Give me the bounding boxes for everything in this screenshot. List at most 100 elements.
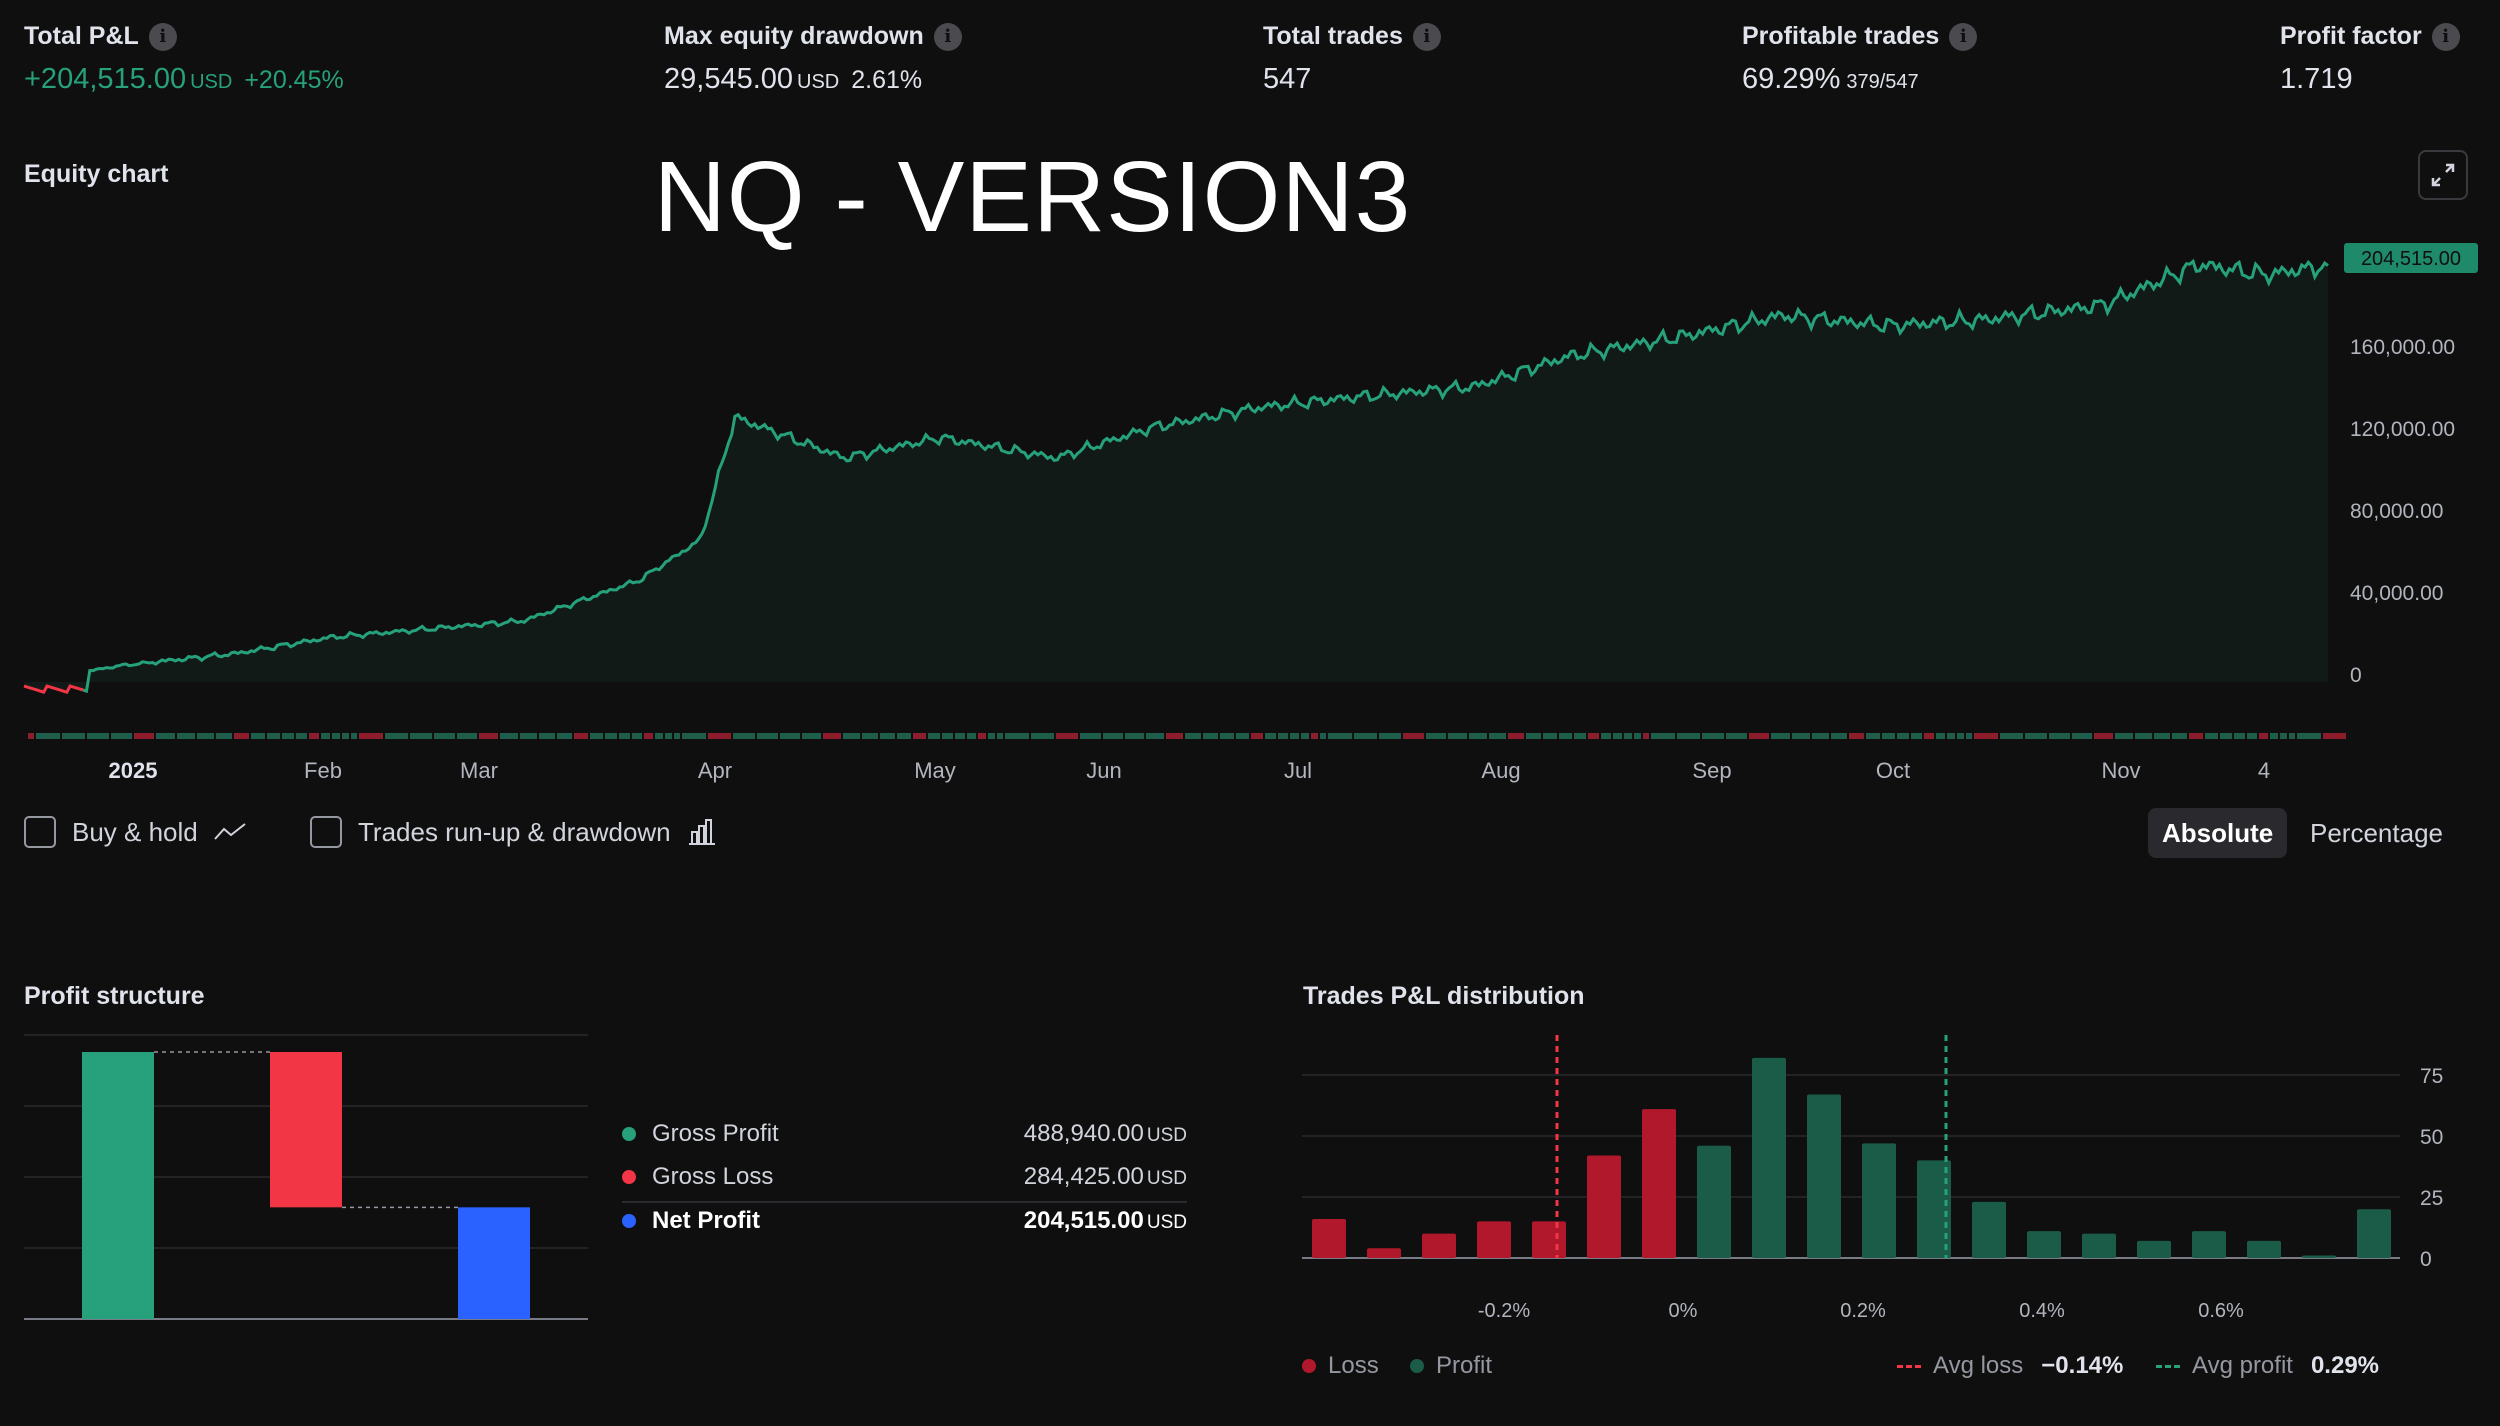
trade-strip-segment xyxy=(1265,733,1276,739)
profit-bar[interactable] xyxy=(2192,1231,2226,1258)
profit-bar[interactable] xyxy=(2082,1233,2116,1258)
loss-bar[interactable] xyxy=(1532,1221,1566,1258)
loss-bar[interactable] xyxy=(1477,1221,1511,1258)
info-icon[interactable]: i xyxy=(148,22,177,51)
profit-bar[interactable] xyxy=(1972,1201,2006,1258)
legend-label: Gross Profit xyxy=(652,1120,779,1147)
metric-label: Profitable trades xyxy=(1742,22,1940,50)
trade-strip-segment xyxy=(1792,733,1810,739)
legend-profit-label: Profit xyxy=(1436,1352,1493,1379)
profit-bar[interactable] xyxy=(2027,1231,2061,1258)
trade-strip-segment xyxy=(2220,733,2232,739)
trade-strip-segment xyxy=(862,733,878,739)
trade-strip-segment xyxy=(1311,733,1318,739)
trade-strip-segment xyxy=(557,733,572,739)
trade-strip-segment xyxy=(2172,733,2187,739)
trade-strip-segment xyxy=(1290,733,1299,739)
trade-strip-segment xyxy=(1677,733,1700,739)
trade-strip-segment xyxy=(1489,733,1506,739)
x-tick: Feb xyxy=(304,758,342,783)
profit-bar[interactable] xyxy=(1917,1160,1951,1258)
trade-strip-segment xyxy=(2247,733,2257,739)
trade-strip-segment xyxy=(539,733,555,739)
trade-strip-segment xyxy=(2289,733,2295,739)
equity-chart[interactable]: 204,515.00 160,000.00 120,000.00 80,000.… xyxy=(0,0,2500,800)
absolute-toggle[interactable]: Absolute xyxy=(2148,808,2288,858)
profit-bar[interactable] xyxy=(2137,1240,2171,1258)
profit-dot xyxy=(1410,1359,1424,1373)
trade-strip-segment xyxy=(385,733,408,739)
trade-strip-segment xyxy=(1103,733,1123,739)
trade-strip-segment xyxy=(1125,733,1144,739)
trade-strip-segment xyxy=(1936,733,1945,739)
trade-strip-segment xyxy=(590,733,603,739)
trade-strip-segment xyxy=(1005,733,1029,739)
buy-hold-option[interactable]: Buy & hold xyxy=(24,816,246,848)
trade-strip-segment xyxy=(1426,733,1446,739)
expand-chart-button[interactable] xyxy=(2418,150,2468,200)
trade-strip-segment xyxy=(978,733,986,739)
buy-hold-checkbox[interactable] xyxy=(24,816,56,848)
loss-bar[interactable] xyxy=(1642,1109,1676,1258)
equity-line xyxy=(82,258,2329,694)
loss-bar[interactable] xyxy=(1422,1233,1456,1258)
legend-gross-loss: Gross Loss 284,425.00 USD xyxy=(622,1163,1187,1203)
loss-bar[interactable] xyxy=(1587,1155,1621,1258)
avg-profit-dash xyxy=(2156,1364,2180,1368)
distribution-chart[interactable]: 75 50 25 0 -0.2% 0% 0.2% 0.4% 0.6% xyxy=(1290,1020,2480,1320)
x-tick: -0.2% xyxy=(1478,1300,1530,1320)
profit-bar[interactable] xyxy=(2302,1255,2336,1258)
trade-strip-segment xyxy=(605,733,617,739)
legend-unit: USD xyxy=(1146,1125,1187,1146)
trade-strip-segment xyxy=(134,733,154,739)
runup-drawdown-checkbox[interactable] xyxy=(310,816,342,848)
profit-bar[interactable] xyxy=(1752,1057,1786,1258)
info-icon[interactable]: i xyxy=(1949,22,1978,51)
metric-unit: USD xyxy=(797,71,840,93)
trade-strip-segment xyxy=(251,733,265,739)
y-tick: 40,000.00 xyxy=(2350,582,2443,605)
trade-strip-segment xyxy=(880,733,895,739)
distribution-legend-profit: Profit xyxy=(1410,1352,1492,1380)
profit-bar[interactable] xyxy=(1807,1094,1841,1258)
trade-strip-segment xyxy=(296,733,307,739)
loss-bar[interactable] xyxy=(1367,1248,1401,1258)
legend-value: 488,940.00 xyxy=(1023,1120,1144,1147)
profit-bar[interactable] xyxy=(1862,1143,1896,1258)
trade-strip-segment xyxy=(351,733,357,739)
trade-strip-segment xyxy=(111,733,132,739)
metric-value: 29,545.00 xyxy=(664,63,794,95)
trade-strip-segment xyxy=(520,733,537,739)
trade-strip-segment xyxy=(342,733,349,739)
metric-label: Profit factor xyxy=(2280,22,2422,50)
trade-strip-segment xyxy=(1278,733,1288,739)
trade-strip-segment xyxy=(802,733,821,739)
trade-strip-segment xyxy=(1588,733,1599,739)
profit-bar[interactable] xyxy=(2247,1240,2281,1258)
loss-bar[interactable] xyxy=(1312,1218,1346,1258)
trade-strip-segment xyxy=(2094,733,2113,739)
trade-strip-segment xyxy=(955,733,965,739)
avg-loss-label: Avg loss xyxy=(1933,1352,2024,1379)
trade-strip-segment xyxy=(1354,733,1377,739)
trade-strip-segment xyxy=(1320,733,1326,739)
info-icon[interactable]: i xyxy=(1412,22,1441,51)
x-tick: 2025 xyxy=(109,758,158,783)
info-icon[interactable]: i xyxy=(2431,22,2460,51)
profit-bar[interactable] xyxy=(2357,1209,2391,1258)
runup-drawdown-option[interactable]: Trades run-up & drawdown xyxy=(310,816,717,848)
info-icon[interactable]: i xyxy=(933,22,962,51)
trade-strip-segment xyxy=(1966,733,1972,739)
trade-strip-segment xyxy=(1882,733,1895,739)
x-tick: May xyxy=(914,758,956,783)
y-tick: 160,000.00 xyxy=(2350,336,2455,359)
percentage-toggle[interactable]: Percentage xyxy=(2310,817,2443,848)
trade-strip-segment xyxy=(1526,733,1541,739)
trade-strip-segment xyxy=(2189,733,2203,739)
trade-strip-segment xyxy=(87,733,109,739)
profit-bar[interactable] xyxy=(1697,1145,1731,1258)
trade-strip-segment xyxy=(997,733,1003,739)
trade-strip-segment xyxy=(1203,733,1218,739)
avg-loss-legend: Avg loss −0.14% xyxy=(1897,1352,2123,1380)
trade-strip-segment xyxy=(2323,733,2346,739)
